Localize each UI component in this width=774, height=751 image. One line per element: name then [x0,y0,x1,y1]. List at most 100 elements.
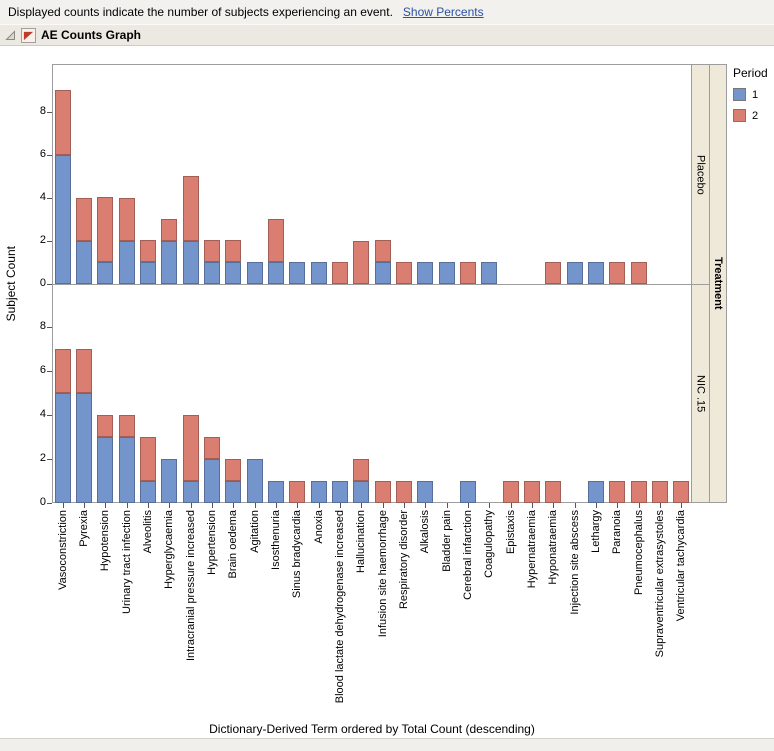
bar-period2-ventricular-tachycardia[interactable] [673,481,689,503]
bar-period2-hyperglycaemia[interactable] [161,219,177,241]
bar-period1-injection-site-abscess[interactable] [567,262,583,284]
bar-period1-agitation[interactable] [247,459,263,503]
bar-period2-brain-oedema[interactable] [225,240,241,262]
bar-period1-coagulopathy[interactable] [481,262,497,284]
bar-period1-hallucination[interactable] [353,481,369,503]
bar-period2-vasoconstriction[interactable] [55,90,71,155]
bar-period1-alkalosis[interactable] [417,262,433,284]
x-tick-label: Hyponatraemia [547,510,559,585]
bar-period2-brain-oedema[interactable] [225,459,241,481]
outline-title: AE Counts Graph [41,28,142,42]
facet-column-label: Treatment [709,64,727,503]
bar-period2-hypernatraemia[interactable] [524,481,540,503]
x-tick-label: Lethargy [590,510,602,553]
bar-period2-isosthenuria[interactable] [268,219,284,262]
bar-period2-cerebral-infarction[interactable] [460,262,476,284]
bar-period1-brain-oedema[interactable] [225,481,241,503]
bar-period1-infusion-site-haemorrhage[interactable] [375,262,391,284]
bar-period2-alveolitis[interactable] [140,437,156,481]
bar-period2-vasoconstriction[interactable] [55,349,71,393]
y-tick [47,327,52,328]
message-bar: Displayed counts indicate the number of … [0,0,774,24]
bar-period2-infusion-site-haemorrhage[interactable] [375,240,391,262]
panel-divider [52,284,692,285]
bar-period2-hallucination[interactable] [353,241,369,284]
bar-period1-vasoconstriction[interactable] [55,155,71,284]
bar-period2-pyrexia[interactable] [76,198,92,241]
bar-period2-epistaxis[interactable] [503,481,519,503]
legend-item-period-1[interactable]: 1 [733,88,768,101]
bar-period1-lethargy[interactable] [588,481,604,503]
bar-period2-blood-lactate-dehydrogenase-increased[interactable] [332,262,348,284]
x-tick [681,503,682,508]
bar-period2-hyponatraemia[interactable] [545,262,561,284]
bar-period1-sinus-bradycardia[interactable] [289,262,305,284]
bar-period1-intracranial-pressure-increased[interactable] [183,481,199,503]
bar-period2-supraventricular-extrasystoles[interactable] [652,481,668,503]
x-tick [468,503,469,508]
bar-period1-anoxia[interactable] [311,481,327,503]
bar-period1-intracranial-pressure-increased[interactable] [183,241,199,284]
bar-period1-isosthenuria[interactable] [268,481,284,503]
bar-period1-hypertension[interactable] [204,459,220,503]
bar-period1-hypotension[interactable] [97,262,113,284]
disclosure-triangle-icon[interactable] [5,29,16,41]
bar-period1-hyperglycaemia[interactable] [161,459,177,503]
bar-period1-brain-oedema[interactable] [225,262,241,284]
bar-period1-cerebral-infarction[interactable] [460,481,476,503]
bar-period1-urinary-tract-infection[interactable] [119,437,135,503]
bar-period2-intracranial-pressure-increased[interactable] [183,176,199,241]
bar-period1-hyperglycaemia[interactable] [161,241,177,284]
bar-period1-hypotension[interactable] [97,437,113,503]
show-percents-link[interactable]: Show Percents [402,5,484,19]
bar-period2-hypertension[interactable] [204,240,220,262]
bar-period1-alveolitis[interactable] [140,262,156,284]
bar-period1-alkalosis[interactable] [417,481,433,503]
bar-period1-alveolitis[interactable] [140,481,156,503]
bar-period2-hyponatraemia[interactable] [545,481,561,503]
x-tick [233,503,234,508]
red-triangle-menu-icon[interactable] [21,27,36,43]
bar-period1-vasoconstriction[interactable] [55,393,71,503]
y-tick-label: 8 [39,320,46,332]
bar-period2-paranoia[interactable] [609,481,625,503]
bar-period1-blood-lactate-dehydrogenase-increased[interactable] [332,481,348,503]
plot-area [52,64,692,503]
bar-period1-lethargy[interactable] [588,262,604,284]
x-tick [532,503,533,508]
x-tick-label: Hyperglycaemia [163,510,175,589]
bar-period2-intracranial-pressure-increased[interactable] [183,415,199,481]
bar-period2-hallucination[interactable] [353,459,369,481]
y-tick [47,112,52,113]
x-tick [596,503,597,508]
bar-period2-pneumocephalus[interactable] [631,262,647,284]
bar-period2-pneumocephalus[interactable] [631,481,647,503]
bar-period2-pyrexia[interactable] [76,349,92,393]
bar-period2-hypotension[interactable] [97,197,113,262]
bar-period2-respiratory-disorder[interactable] [396,481,412,503]
bar-period1-hypertension[interactable] [204,262,220,284]
bar-period1-pyrexia[interactable] [76,241,92,284]
y-tick-label: 8 [39,105,46,117]
bar-period1-urinary-tract-infection[interactable] [119,241,135,284]
bar-period1-agitation[interactable] [247,262,263,284]
bar-period2-respiratory-disorder[interactable] [396,262,412,284]
bar-period2-sinus-bradycardia[interactable] [289,481,305,503]
x-tick [639,503,640,508]
bar-period2-urinary-tract-infection[interactable] [119,415,135,437]
bar-period1-bladder-pain[interactable] [439,262,455,284]
legend-item-period-2[interactable]: 2 [733,109,768,122]
bar-period2-urinary-tract-infection[interactable] [119,198,135,241]
y-tick-label: 6 [39,148,46,160]
bar-period1-anoxia[interactable] [311,262,327,284]
x-tick [212,503,213,508]
bar-period2-hypotension[interactable] [97,415,113,437]
bar-period2-paranoia[interactable] [609,262,625,284]
bar-period2-alveolitis[interactable] [140,240,156,262]
x-axis-title: Dictionary-Derived Term ordered by Total… [209,722,535,736]
bar-period1-pyrexia[interactable] [76,393,92,503]
bar-period2-hypertension[interactable] [204,437,220,459]
x-tick [511,503,512,508]
bar-period1-isosthenuria[interactable] [268,262,284,284]
bar-period2-infusion-site-haemorrhage[interactable] [375,481,391,503]
